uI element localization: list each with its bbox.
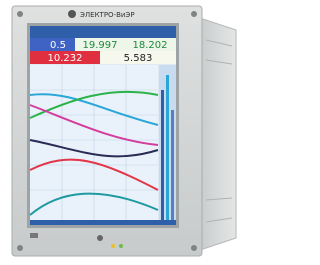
screw: [17, 11, 23, 17]
screw: [17, 245, 23, 251]
usb-port: [30, 233, 38, 238]
level-bar: [161, 90, 164, 220]
device-photo: ЭЛЕКТРО-ВиЭР 0.5 19.997 18.202 10.232 5.…: [0, 0, 240, 265]
screw: [191, 245, 197, 251]
indicator: [119, 244, 123, 248]
reading: 19.997: [83, 40, 118, 51]
reading: 0.5: [50, 40, 66, 51]
level-bar: [171, 110, 174, 220]
screw: [191, 11, 197, 17]
logo-mark: [68, 10, 76, 18]
button: [97, 235, 103, 241]
indicator: [111, 244, 115, 248]
reading: 10.232: [48, 53, 83, 64]
page: ЭЛЕКТРО-ВиЭР 0.5 19.997 18.202 10.232 5.…: [0, 0, 320, 265]
header-strip: [30, 26, 176, 38]
brand: ЭЛЕКТРО-ВиЭР: [80, 11, 135, 19]
footer-strip: [30, 220, 176, 225]
reading: 18.202: [133, 40, 168, 51]
level-bar: [166, 75, 169, 220]
side-housing: [200, 18, 236, 250]
reading: 5.583: [124, 53, 153, 64]
